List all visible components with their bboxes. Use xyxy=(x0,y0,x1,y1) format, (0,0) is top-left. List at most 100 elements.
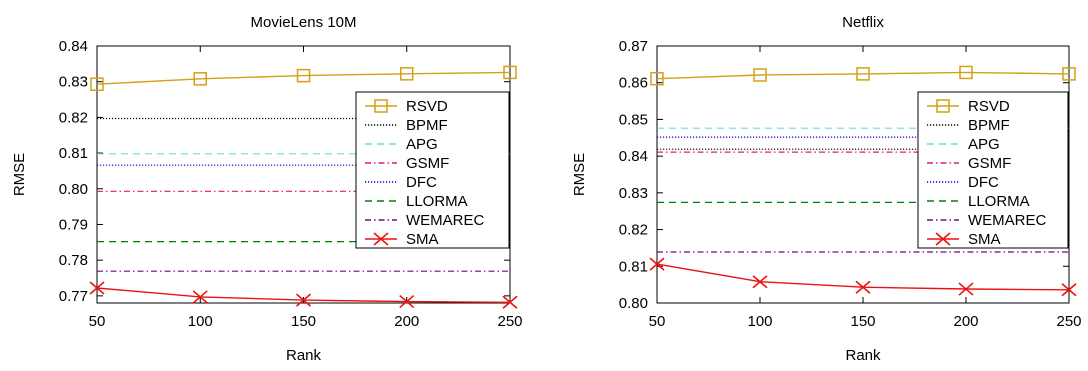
y-tick-label: 0.78 xyxy=(59,252,88,269)
data-point xyxy=(192,290,208,304)
chart-title: Netflix xyxy=(842,14,884,31)
marker-stroke xyxy=(399,294,415,309)
legend-item-dfc: DFC xyxy=(365,174,437,191)
data-point xyxy=(650,71,664,86)
x-tick-label: 200 xyxy=(953,313,978,330)
legend-item-gsmf: GSMF xyxy=(365,155,449,172)
legend: RSVD BPMF APG GSMF DFC LLORMA WEMAREC SMA xyxy=(355,91,510,249)
y-tick-label: 0.86 xyxy=(619,75,648,92)
data-point xyxy=(90,77,104,91)
x-tick-label: 100 xyxy=(747,313,772,330)
data-point xyxy=(89,281,105,295)
panel-2: Netflix0.800.810.820.830.840.850.860.875… xyxy=(571,14,1082,364)
y-tick-label: 0.85 xyxy=(619,111,648,128)
series-line xyxy=(656,71,1070,80)
legend-label: BPMF xyxy=(968,117,1010,134)
data-point xyxy=(400,67,414,81)
series-sma xyxy=(649,257,1077,297)
legend-label: WEMAREC xyxy=(968,212,1047,229)
x-tick-label: 50 xyxy=(649,313,666,330)
y-tick-label: 0.87 xyxy=(619,38,648,55)
series-line xyxy=(96,71,511,85)
marker-stroke xyxy=(1061,283,1077,297)
legend-item-bpmf: BPMF xyxy=(927,117,1010,134)
y-tick-label: 0.82 xyxy=(59,109,88,126)
data-point xyxy=(958,282,974,296)
x-tick-label: 150 xyxy=(850,313,875,330)
y-tick-label: 0.81 xyxy=(59,145,88,162)
data-point xyxy=(753,68,767,82)
y-axis: 0.80 0.81 0.82 0.83 0.84 0.85 0.86 0.87 xyxy=(619,38,1069,312)
legend-item-wemarec: WEMAREC xyxy=(365,212,485,229)
legend: RSVD BPMF APG GSMF DFC LLORMA WEMAREC SMA xyxy=(917,91,1069,249)
y-tick-label: 0.80 xyxy=(619,295,648,312)
legend-item-llorma: LLORMA xyxy=(365,193,468,210)
legend-label: RSVD xyxy=(968,98,1010,115)
legend-item-sma: SMA xyxy=(365,231,439,248)
x-axis-label: Rank xyxy=(845,347,881,364)
data-point xyxy=(502,295,518,309)
chart-title: MovieLens 10M xyxy=(251,14,357,31)
panel-1: MovieLens 10M 0.77 0.78 0.79 0.80 0.81 0.82 0.8… xyxy=(11,14,523,364)
x-tick-label: 250 xyxy=(1056,313,1081,330)
y-axis-label: RMSE xyxy=(571,153,588,196)
legend-marker xyxy=(936,99,950,113)
x-tick-label: 250 xyxy=(497,313,522,330)
data-point xyxy=(503,65,517,80)
y-tick-label: 0.82 xyxy=(619,222,648,239)
data-point xyxy=(1062,67,1076,81)
marker-stroke xyxy=(502,295,518,309)
legend-label: SMA xyxy=(406,231,439,248)
legend-label: BPMF xyxy=(406,117,448,134)
legend-label: LLORMA xyxy=(968,193,1030,210)
data-point xyxy=(856,67,870,81)
marker-stroke xyxy=(935,232,951,246)
y-tick-label: 0.81 xyxy=(619,258,648,275)
x-axis: 50 100 150 200 250 xyxy=(89,46,523,330)
legend-label: LLORMA xyxy=(406,193,468,210)
legend-marker xyxy=(935,232,951,246)
legend-item-sma: SMA xyxy=(927,231,1001,248)
legend-item-llorma: LLORMA xyxy=(927,193,1030,210)
data-point xyxy=(193,72,207,86)
data-point xyxy=(752,275,768,289)
legend-item-dfc: DFC xyxy=(927,174,999,191)
marker-stroke xyxy=(373,232,389,246)
legend-item-apg: APG xyxy=(365,136,438,153)
marker-stroke xyxy=(649,257,665,271)
x-tick-label: 200 xyxy=(394,313,419,330)
legend-label: GSMF xyxy=(968,155,1011,172)
x-tick-label: 150 xyxy=(291,313,316,330)
legend-label: DFC xyxy=(968,174,999,191)
data-point xyxy=(296,68,311,83)
y-axis: 0.77 0.78 0.79 0.80 0.81 0.82 0.83 0.84 xyxy=(59,38,510,305)
marker-stroke xyxy=(855,280,871,294)
data-point xyxy=(295,293,312,307)
legend-item-rsvd: RSVD xyxy=(927,98,1010,115)
data-point xyxy=(399,294,415,309)
legend-marker xyxy=(373,232,389,246)
series-line xyxy=(656,263,1070,291)
x-axis-label: Rank xyxy=(286,347,322,364)
y-axis-label: RMSE xyxy=(11,153,28,196)
legend-item-apg: APG xyxy=(927,136,1000,153)
legend-item-rsvd: RSVD xyxy=(365,98,448,115)
series-rsvd xyxy=(90,65,517,91)
y-tick-label: 0.77 xyxy=(59,288,88,305)
legend-label: RSVD xyxy=(406,98,448,115)
x-tick-label: 100 xyxy=(188,313,213,330)
legend-label: GSMF xyxy=(406,155,449,172)
legend-label: WEMAREC xyxy=(406,212,485,229)
legend-item-wemarec: WEMAREC xyxy=(927,212,1047,229)
series-sma xyxy=(89,281,518,309)
legend-box xyxy=(355,91,510,249)
series-rsvd xyxy=(650,65,1076,86)
y-tick-label: 0.84 xyxy=(59,38,88,55)
legend-marker xyxy=(374,99,388,113)
y-tick-label: 0.83 xyxy=(619,185,648,202)
marker-stroke xyxy=(958,282,974,296)
legend-item-bpmf: BPMF xyxy=(365,117,448,134)
legend-label: APG xyxy=(968,136,1000,153)
